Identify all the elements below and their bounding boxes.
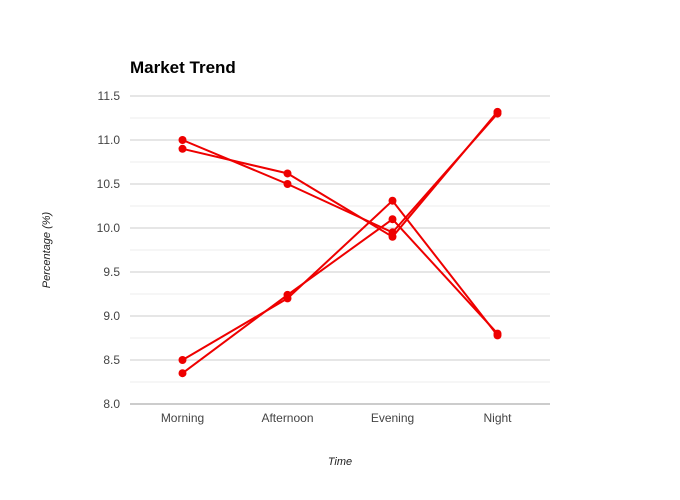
data-point xyxy=(493,329,502,338)
y-tick-label: 8.0 xyxy=(103,397,120,411)
series-1 xyxy=(178,109,502,237)
data-point xyxy=(283,180,292,188)
x-axis-ticks: Morning Afternoon Evening Night xyxy=(161,411,512,425)
data-point xyxy=(493,107,502,116)
data-point xyxy=(178,369,187,378)
y-tick-label: 11.5 xyxy=(98,89,121,103)
data-point xyxy=(178,144,187,153)
series-2 xyxy=(178,107,502,241)
y-tick-label: 10.0 xyxy=(97,221,121,235)
x-tick-label: Afternoon xyxy=(261,411,313,425)
series-line xyxy=(181,199,499,361)
data-point xyxy=(178,356,187,364)
y-tick-label: 8.5 xyxy=(103,353,120,367)
y-tick-label: 9.0 xyxy=(103,309,120,323)
data-point xyxy=(388,196,397,205)
x-tick-label: Morning xyxy=(161,411,204,425)
series-line xyxy=(182,111,499,238)
y-tick-label: 10.5 xyxy=(97,177,121,191)
series-line xyxy=(181,218,499,375)
data-point xyxy=(178,136,187,144)
series-4 xyxy=(178,215,502,378)
data-point xyxy=(388,232,397,241)
data-point xyxy=(388,215,397,224)
y-axis-ticks: 8.0 8.5 9.0 9.5 10.0 10.5 11.0 11.5 xyxy=(97,89,121,411)
data-point xyxy=(283,169,292,178)
series-line xyxy=(182,112,499,234)
data-point xyxy=(283,290,292,299)
y-tick-label: 9.5 xyxy=(103,265,120,279)
x-axis-title: Time xyxy=(328,456,352,468)
y-axis-title: Percentage (%) xyxy=(41,211,53,288)
y-tick-label: 11.0 xyxy=(98,133,121,147)
x-tick-label: Evening xyxy=(371,411,414,425)
series-lines xyxy=(178,107,502,378)
x-tick-label: Night xyxy=(483,411,512,425)
chart-title: Market Trend xyxy=(130,58,236,77)
